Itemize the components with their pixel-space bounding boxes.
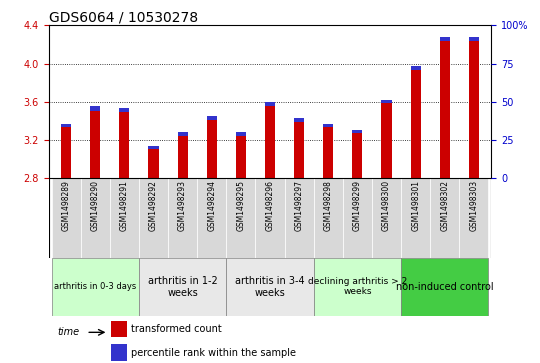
Bar (255, 178, 285, 258)
Bar (61, 123, 71, 127)
Bar (343, 178, 372, 258)
Bar (168, 178, 197, 258)
Bar (285, 178, 314, 258)
Text: GSM1498303: GSM1498303 (469, 180, 478, 231)
Bar (323, 123, 333, 178)
Bar (381, 100, 391, 178)
Text: declining arthritis > 2
weeks: declining arthritis > 2 weeks (308, 277, 407, 297)
Bar (207, 116, 217, 178)
Bar (111, 344, 126, 361)
Bar (80, 178, 110, 258)
Bar (410, 66, 421, 70)
Bar (440, 37, 450, 41)
Bar (294, 118, 304, 178)
Bar (139, 258, 226, 316)
Text: GSM1498297: GSM1498297 (295, 180, 303, 231)
Bar (207, 116, 217, 120)
Bar (148, 146, 159, 178)
Bar (372, 178, 401, 258)
Text: GSM1498293: GSM1498293 (178, 180, 187, 231)
Bar (410, 66, 421, 178)
Bar (323, 123, 333, 127)
Text: GSM1498296: GSM1498296 (266, 180, 274, 231)
Bar (265, 102, 275, 178)
Text: percentile rank within the sample: percentile rank within the sample (131, 348, 296, 358)
Bar (469, 37, 479, 41)
Bar (440, 37, 450, 178)
Text: GSM1498292: GSM1498292 (149, 180, 158, 231)
Bar (401, 178, 430, 258)
Text: GDS6064 / 10530278: GDS6064 / 10530278 (49, 10, 198, 24)
Bar (61, 123, 71, 178)
Bar (90, 106, 100, 111)
Text: GSM1498301: GSM1498301 (411, 180, 420, 231)
Bar (178, 132, 188, 178)
Bar (51, 258, 139, 316)
Text: GSM1498291: GSM1498291 (120, 180, 129, 231)
Bar (119, 108, 130, 178)
Bar (460, 178, 489, 258)
Bar (226, 178, 255, 258)
Text: transformed count: transformed count (131, 324, 222, 334)
Bar (430, 178, 460, 258)
Bar (352, 130, 362, 178)
Text: arthritis in 1-2
weeks: arthritis in 1-2 weeks (148, 276, 218, 298)
Text: arthritis in 0-3 days: arthritis in 0-3 days (54, 282, 136, 291)
Bar (401, 258, 489, 316)
Text: GSM1498294: GSM1498294 (207, 180, 216, 231)
Text: GSM1498295: GSM1498295 (237, 180, 245, 231)
Bar (294, 118, 304, 122)
Bar (139, 178, 168, 258)
Text: time: time (57, 327, 79, 337)
Text: GSM1498300: GSM1498300 (382, 180, 391, 231)
Text: GSM1498289: GSM1498289 (62, 180, 71, 231)
Bar (226, 258, 314, 316)
Text: GSM1498299: GSM1498299 (353, 180, 362, 231)
Bar (197, 178, 226, 258)
Bar (90, 106, 100, 178)
Bar (265, 102, 275, 106)
Bar (381, 100, 391, 103)
Bar (314, 178, 343, 258)
Bar (314, 258, 401, 316)
Bar (236, 132, 246, 178)
Bar (51, 178, 80, 258)
Bar (111, 321, 126, 337)
Text: GSM1498290: GSM1498290 (91, 180, 100, 231)
Bar (469, 37, 479, 178)
Text: arthritis in 3-4
weeks: arthritis in 3-4 weeks (235, 276, 305, 298)
Text: non-induced control: non-induced control (396, 282, 494, 292)
Bar (110, 178, 139, 258)
Text: GSM1498298: GSM1498298 (324, 180, 333, 231)
Bar (178, 132, 188, 136)
Bar (148, 146, 159, 149)
Bar (236, 132, 246, 136)
Bar (352, 130, 362, 133)
Bar (119, 108, 130, 112)
Text: GSM1498302: GSM1498302 (440, 180, 449, 231)
